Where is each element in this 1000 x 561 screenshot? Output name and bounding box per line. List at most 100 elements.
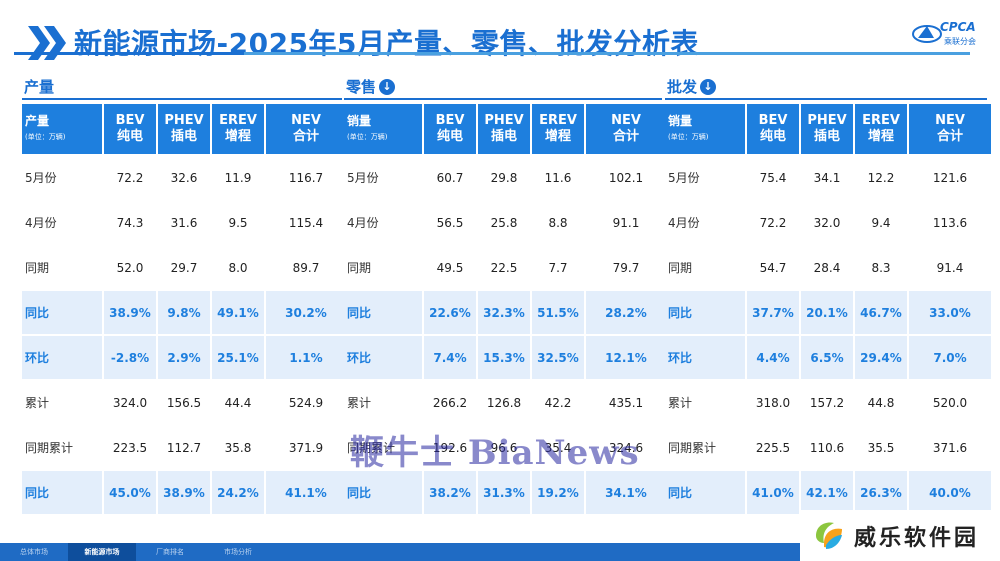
header-label: 销量 [347,114,372,128]
row-label: 同期 [344,246,422,289]
section-head-0: 产量 [24,76,54,97]
header-code: NEV [291,113,321,128]
table-cell: 156.5 [158,381,210,424]
table-cell: 11.6 [532,156,584,199]
table-cell: 46.7% [855,291,907,334]
table-cell: 318.0 [747,381,799,424]
data-table-1: 销量 (单位：万辆) BEV 纯电 PHEV 插电 EREV 增程 NEV 合计 5月份 60.7 29… [342,102,668,516]
header-cell: EREV 增程 [212,104,264,154]
row-label: 同期 [22,246,102,289]
table-cell: 29.4% [855,336,907,379]
table-cell: 32.0 [801,201,853,244]
header-cell: PHEV 插电 [478,104,530,154]
table-cell: 25.1% [212,336,264,379]
table-cell: 60.7 [424,156,476,199]
arrow-down-circle-icon[interactable]: ↓ [379,78,396,95]
table-cell: 371.9 [266,426,346,469]
header-name: 插电 [490,129,517,144]
table-cell: 29.8 [478,156,530,199]
table-cell: 115.4 [266,201,346,244]
table-cell: 324.6 [586,426,666,469]
table-cell: 121.6 [909,156,991,199]
table-cell: 7.4% [424,336,476,379]
row-label: 4月份 [344,201,422,244]
footer-tab[interactable]: 新能源市场 [68,543,136,561]
table-cell: 9.5 [212,201,264,244]
header-code: EREV [862,113,900,128]
header-cell: NEV 合计 [909,104,991,154]
brand-text: 威乐软件园 [854,525,980,551]
table-row: 5月份 72.2 32.6 11.9 116.7 [22,156,346,199]
header-name: 增程 [544,129,571,144]
logo-text: CPCA [940,20,976,34]
table-cell: 126.8 [478,381,530,424]
table-cell: 32.3% [478,291,530,334]
table-row: 同期累计 192.6 96.6 35.4 324.6 [344,426,666,469]
header-code: PHEV [484,113,524,128]
table-cell: 37.7% [747,291,799,334]
table-cell: 45.0% [104,471,156,514]
table-row: 环比 -2.8% 2.9% 25.1% 1.1% [22,336,346,379]
row-label: 同期累计 [665,426,745,469]
table-cell: 8.8 [532,201,584,244]
header-cell: PHEV 插电 [801,104,853,154]
table-cell: 44.4 [212,381,264,424]
table-row: 4月份 74.3 31.6 9.5 115.4 [22,201,346,244]
header-label-cell: 销量 (单位：万辆) [665,104,745,154]
footer-tab[interactable]: 市场分析 [224,548,252,556]
header-cell: BEV 纯电 [747,104,799,154]
table-row: 5月份 75.4 34.1 12.2 121.6 [665,156,991,199]
footer-tab[interactable]: 厂商排名 [156,548,184,556]
row-label: 同比 [344,471,422,514]
table-cell: 38.9% [104,291,156,334]
table-cell: 35.8 [212,426,264,469]
header-name: 纯电 [116,129,143,144]
section-divider [344,98,662,100]
footer-nav: 总体市场 新能源市场 厂商排名 市场分析 [0,543,1000,561]
section-title: 零售 [346,78,377,96]
table-cell: 8.0 [212,246,264,289]
header-cell: BEV 纯电 [424,104,476,154]
table-row: 同期 54.7 28.4 8.3 91.4 [665,246,991,289]
table-cell: 8.3 [855,246,907,289]
table-cell: 26.3% [855,471,907,514]
table-row: 同期 52.0 29.7 8.0 89.7 [22,246,346,289]
table-cell: 49.5 [424,246,476,289]
table-cell: 38.9% [158,471,210,514]
table-cell: 40.0% [909,471,991,514]
table-cell: 31.3% [478,471,530,514]
header-name: 合计 [612,129,639,144]
table-header-row: 销量 (单位：万辆) BEV 纯电 PHEV 插电 EREV 增程 NEV 合计 [344,104,666,154]
table-cell: 225.5 [747,426,799,469]
table-cell: 96.6 [478,426,530,469]
table-cell: 9.8% [158,291,210,334]
row-label: 累计 [344,381,422,424]
table-cell: 25.8 [478,201,530,244]
header-cell: NEV 合计 [586,104,666,154]
row-label: 同比 [665,291,745,334]
section-head-1[interactable]: 零售 ↓ [346,76,396,97]
table-cell: 42.1% [801,471,853,514]
section-head-2[interactable]: 批发 ↓ [667,76,717,97]
footer-tab[interactable]: 总体市场 [20,548,48,556]
header-unit: (单位：万辆) [347,133,388,141]
table-cell: 20.1% [801,291,853,334]
table-row: 同比 38.2% 31.3% 19.2% 34.1% [344,471,666,514]
brand-logo-icon [816,522,842,549]
row-label: 环比 [22,336,102,379]
row-label: 累计 [22,381,102,424]
brand-badge: 威乐软件园 [800,510,1000,561]
table-cell: 324.0 [104,381,156,424]
table-cell: 524.9 [266,381,346,424]
row-label: 同期累计 [344,426,422,469]
table-cell: 112.7 [158,426,210,469]
header-code: BEV [115,113,145,128]
header-code: BEV [435,113,465,128]
header-code: BEV [758,113,788,128]
arrow-down-circle-icon[interactable]: ↓ [700,78,717,95]
title-underline [14,52,970,55]
header-cell: NEV 合计 [266,104,346,154]
table-cell: 116.7 [266,156,346,199]
table-cell: 41.1% [266,471,346,514]
header-cell: EREV 增程 [532,104,584,154]
